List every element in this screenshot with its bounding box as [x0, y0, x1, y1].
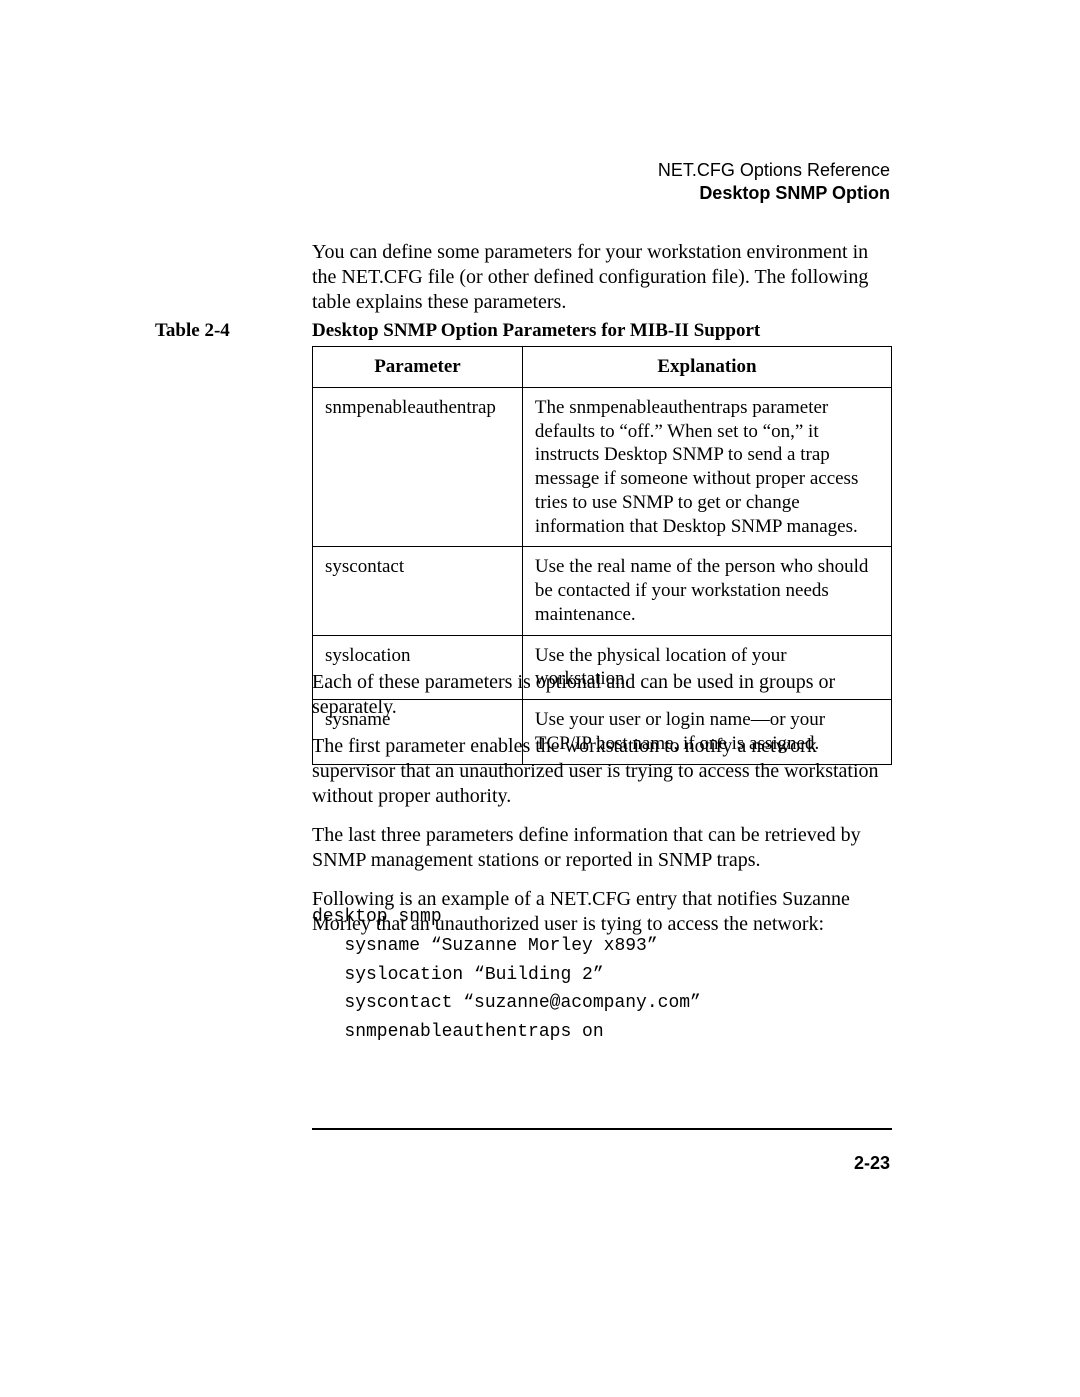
- code-line: snmpenableauthentraps on: [312, 1022, 604, 1042]
- document-page: NET.CFG Options Reference Desktop SNMP O…: [0, 0, 1080, 1397]
- paragraph-text: The first parameter enables the workstat…: [312, 734, 892, 809]
- paragraph-text: Each of these parameters is optional and…: [312, 670, 892, 720]
- intro-paragraph: You can define some parameters for your …: [312, 240, 892, 329]
- explanation-cell: The snmpenableauthentraps parameter defa…: [522, 387, 891, 547]
- header-line-2: Desktop SNMP Option: [658, 183, 890, 204]
- code-line: sysname “Suzanne Morley x893”: [312, 936, 658, 956]
- paragraph-text: You can define some parameters for your …: [312, 240, 892, 315]
- explanation-cell: Use the real name of the person who shou…: [522, 547, 891, 635]
- paragraph-text: The last three parameters define informa…: [312, 823, 892, 873]
- code-example: desktop snmp sysname “Suzanne Morley x89…: [312, 903, 701, 1047]
- table-header-row: Parameter Explanation: [313, 347, 892, 388]
- param-cell: syscontact: [313, 547, 523, 635]
- table-row: syscontact Use the real name of the pers…: [313, 547, 892, 635]
- table-row: snmpenableauthentrap The snmpenableauthe…: [313, 387, 892, 547]
- table-header-parameter: Parameter: [313, 347, 523, 388]
- table-number-label: Table 2-4: [155, 320, 230, 342]
- param-cell: snmpenableauthentrap: [313, 387, 523, 547]
- page-number: 2-23: [854, 1153, 890, 1174]
- code-line: syscontact “suzanne@acompany.com”: [312, 993, 701, 1013]
- table-caption: Desktop SNMP Option Parameters for MIB-I…: [312, 320, 760, 342]
- running-header: NET.CFG Options Reference Desktop SNMP O…: [658, 160, 890, 204]
- footer-rule: [312, 1128, 892, 1130]
- code-line: desktop snmp: [312, 907, 442, 927]
- table-header-explanation: Explanation: [522, 347, 891, 388]
- code-line: syslocation “Building 2”: [312, 965, 604, 985]
- header-line-1: NET.CFG Options Reference: [658, 160, 890, 181]
